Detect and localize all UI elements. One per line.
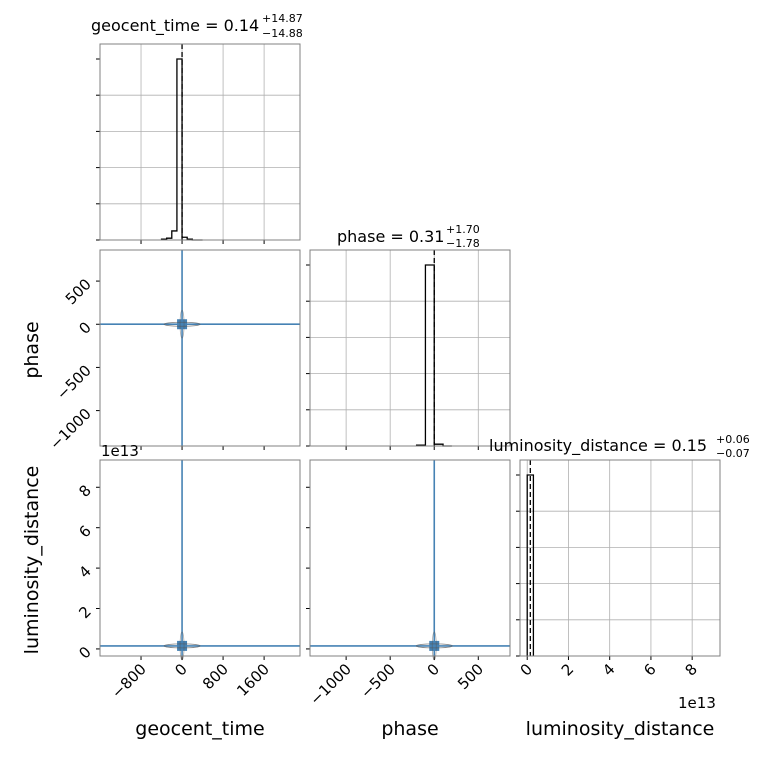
histogram-phase xyxy=(415,264,452,447)
title-luminosity-distance-minus: −0.07 xyxy=(716,447,750,460)
hist-frame-geocent_time xyxy=(99,43,301,241)
ytick-label-luminosity_distance-2: 4 xyxy=(75,562,94,581)
scatter-core-phase_luminosity_distance xyxy=(429,640,440,651)
scatter-contour-h-geocent_time_luminosity_distance xyxy=(163,643,201,649)
hist-frame-luminosity_distance xyxy=(519,459,721,657)
offset-text-y: 1e13 xyxy=(101,442,139,460)
xlabel-luminosity-distance: luminosity_distance xyxy=(526,718,715,740)
xtick-label-luminosity_distance-1: 2 xyxy=(558,660,577,679)
title-luminosity-distance-plus: +0.06 xyxy=(716,433,750,446)
xtick-label-geocent_time-1: 0 xyxy=(171,660,190,679)
xtick-label-luminosity_distance-4: 8 xyxy=(682,660,701,679)
xlabel-phase: phase xyxy=(381,718,438,740)
ylabel-phase: phase xyxy=(21,321,43,378)
ytick-label-phase-3: 500 xyxy=(62,275,95,308)
ytick-label-phase-1: −500 xyxy=(53,362,95,404)
xtick-label-phase-2: 0 xyxy=(424,660,443,679)
ytick-label-luminosity_distance-1: 2 xyxy=(75,603,94,622)
scatter-contour-h-geocent_time_phase xyxy=(163,321,201,327)
title-luminosity-distance: luminosity_distance = 0.15 xyxy=(489,436,707,456)
scatter-core-geocent_time_luminosity_distance xyxy=(177,640,188,651)
xtick-label-phase-3: 500 xyxy=(454,660,487,693)
ytick-label-luminosity_distance-3: 6 xyxy=(75,522,94,541)
xtick-label-geocent_time-3: 1600 xyxy=(233,660,273,700)
scatter-frame-geocent_time_luminosity_distance xyxy=(99,459,301,657)
ytick-label-phase-0: −1000 xyxy=(46,405,95,454)
xtick-label-geocent_time-0: −800 xyxy=(108,660,150,702)
xtick-label-luminosity_distance-2: 4 xyxy=(599,660,618,679)
ytick-label-luminosity_distance-0: 0 xyxy=(75,643,94,662)
title-geocent-time-minus: −14.88 xyxy=(262,27,303,40)
scatter-contour-v-geocent_time_phase xyxy=(179,309,185,339)
xtick-label-luminosity_distance-0: 0 xyxy=(517,660,536,679)
title-phase-plus: +1.70 xyxy=(446,223,480,236)
title-geocent-time-plus: +14.87 xyxy=(262,12,303,25)
hist-frame-phase xyxy=(309,249,511,447)
xtick-label-geocent_time-2: 800 xyxy=(199,660,232,693)
scatter-frame-geocent_time_phase xyxy=(99,249,301,447)
scatter-frame-phase_luminosity_distance xyxy=(309,459,511,657)
title-geocent-time: geocent_time = 0.14 xyxy=(91,16,259,36)
offset-text-x: 1e13 xyxy=(678,694,716,712)
histogram-luminosity_distance xyxy=(526,474,535,656)
scatter-contour-h-phase_luminosity_distance xyxy=(415,643,453,649)
xtick-label-phase-0: −1000 xyxy=(306,660,355,709)
ylabel-luminosity-distance: luminosity_distance xyxy=(21,466,43,655)
xtick-label-phase-1: −500 xyxy=(357,660,399,702)
ytick-label-luminosity_distance-4: 8 xyxy=(75,481,94,500)
title-phase: phase = 0.31 xyxy=(337,227,444,246)
xtick-label-luminosity_distance-3: 6 xyxy=(640,660,659,679)
xlabel-geocent-time: geocent_time xyxy=(135,718,264,740)
title-phase-minus: −1.78 xyxy=(446,237,480,250)
ytick-label-phase-2: 0 xyxy=(75,318,94,337)
scatter-core-geocent_time_phase xyxy=(177,319,188,330)
